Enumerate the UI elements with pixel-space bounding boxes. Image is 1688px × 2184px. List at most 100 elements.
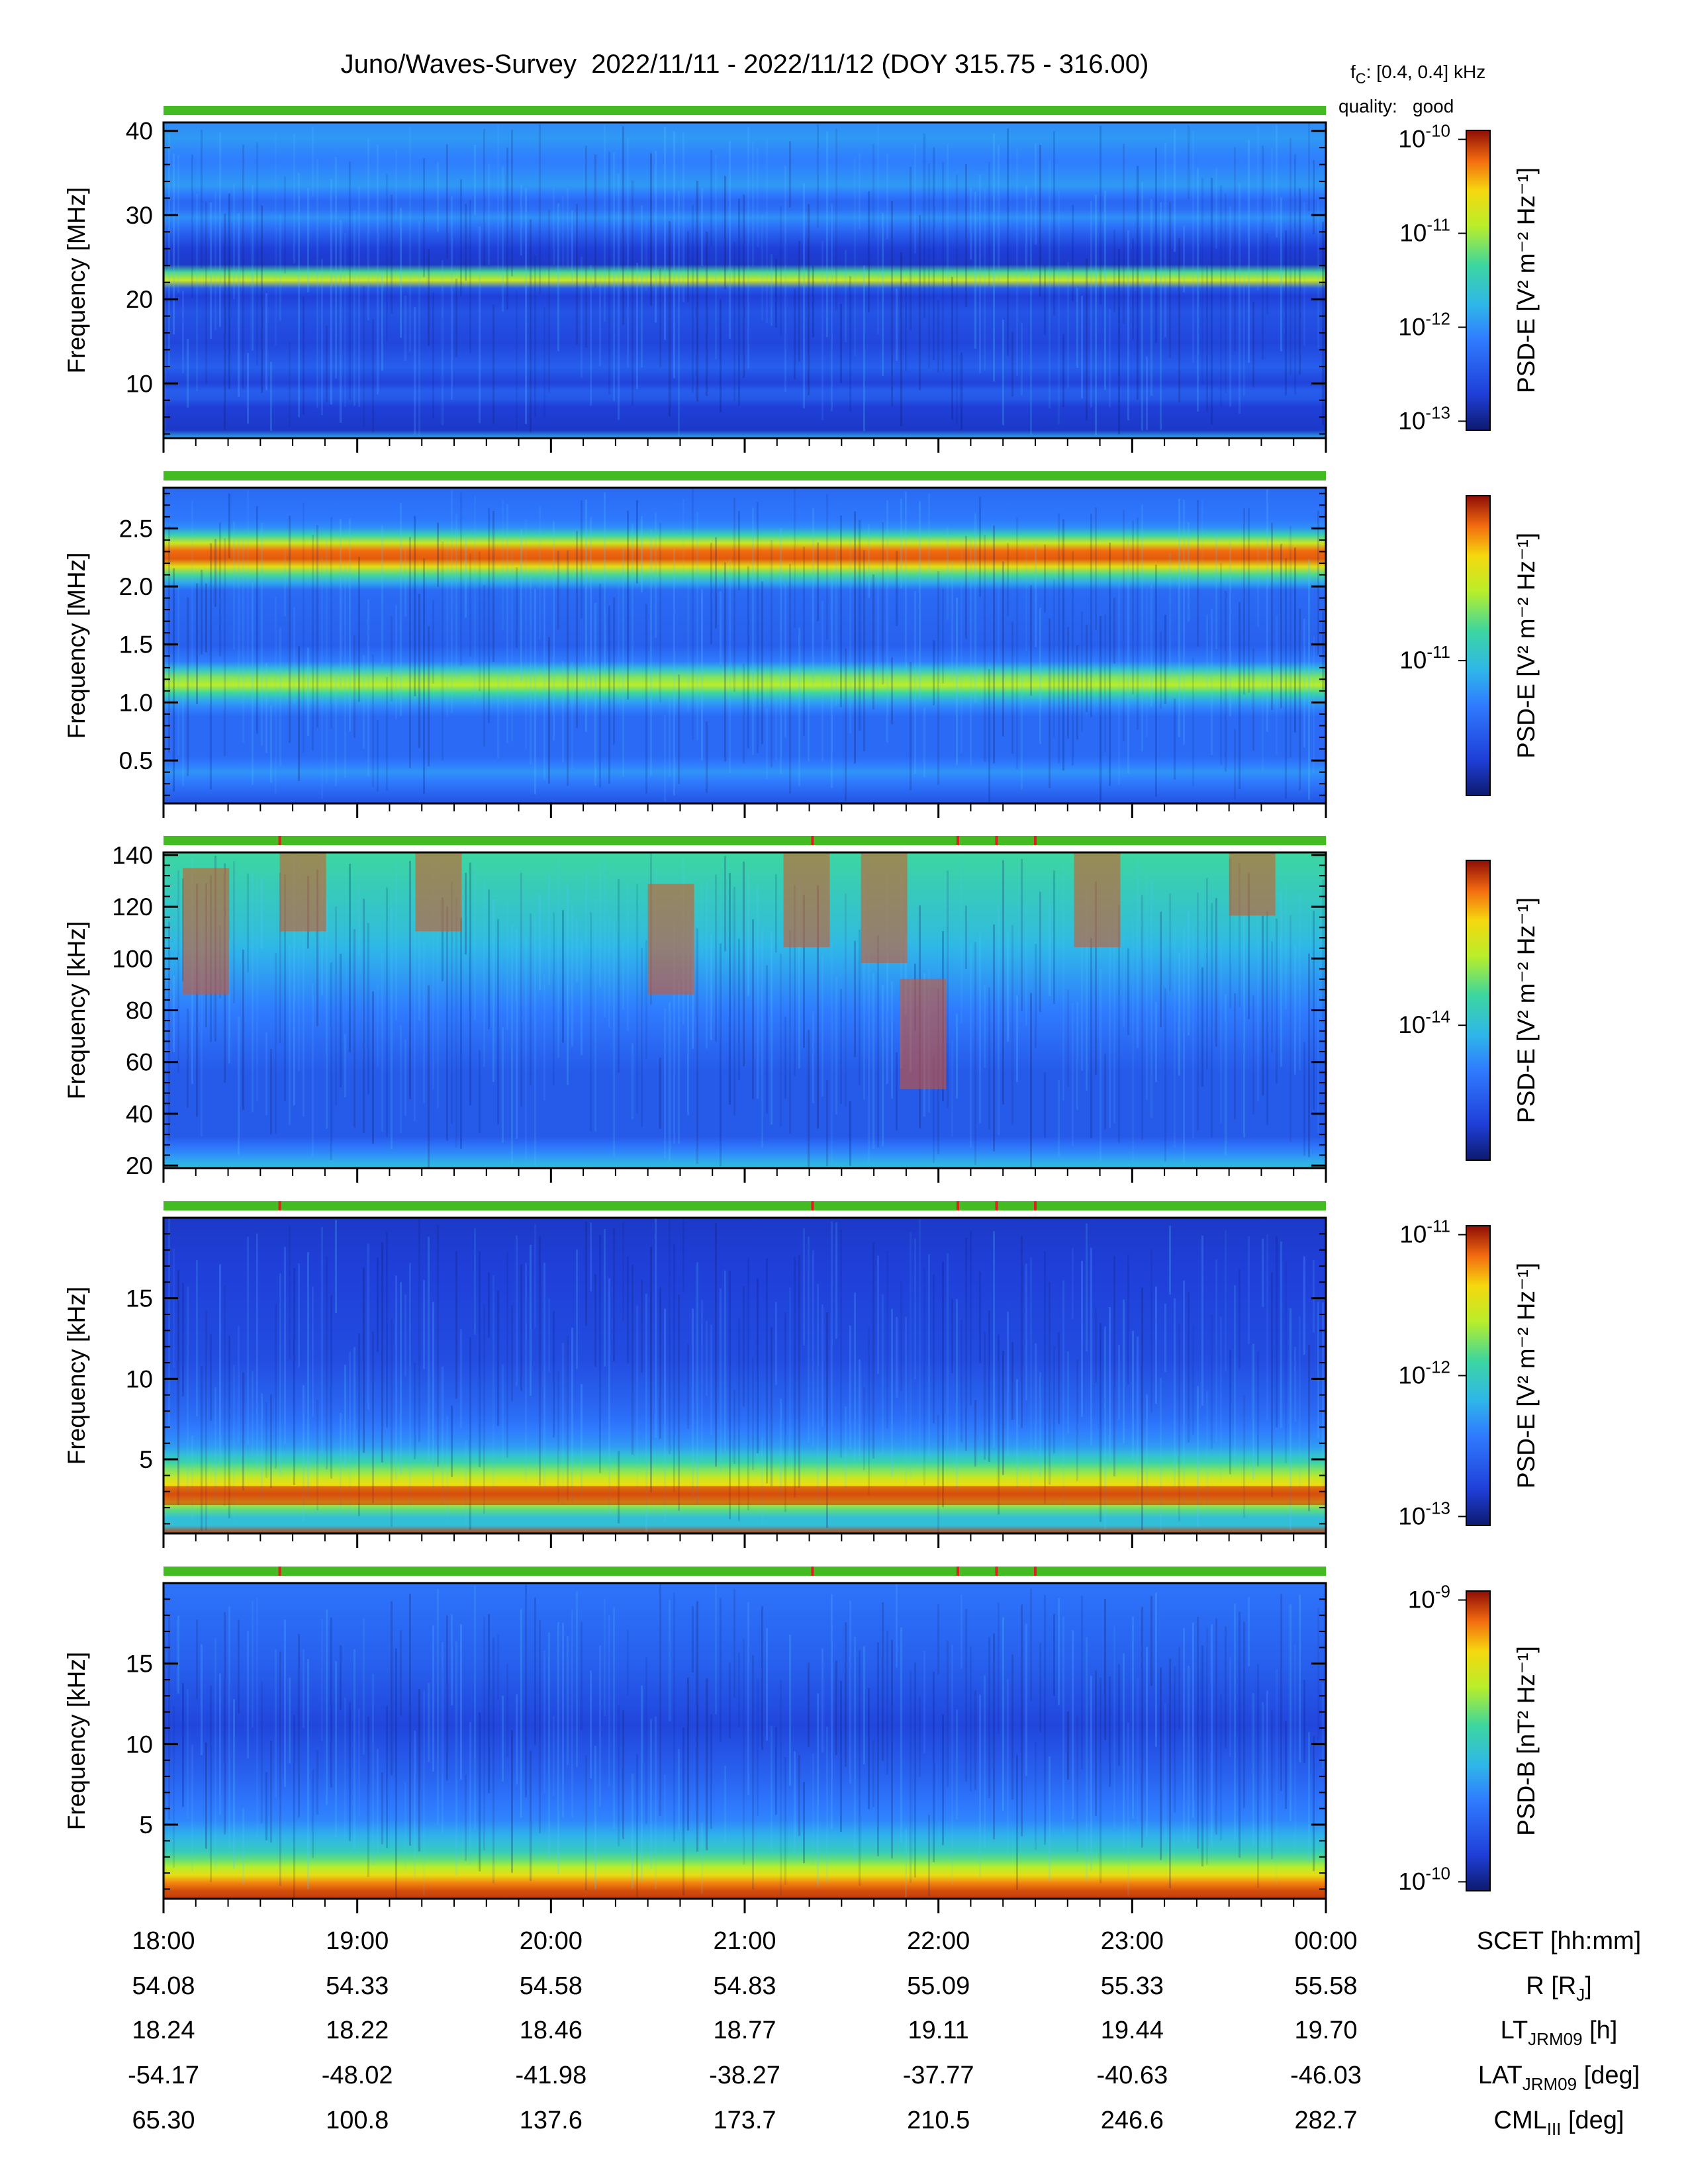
ephemeris-value: 18.46 xyxy=(520,2017,583,2044)
colorbar xyxy=(1466,1590,1491,1891)
y-tick-label: 20 xyxy=(126,1152,153,1179)
ephemeris-label: SCET [hh:mm] xyxy=(1477,1927,1641,1955)
spectrogram-image xyxy=(164,1583,1326,1899)
ephemeris-value: 282.7 xyxy=(1294,2107,1357,2134)
y-axis-label: Frequency [kHz] xyxy=(63,1652,90,1830)
ephemeris-value: 19.44 xyxy=(1101,2017,1164,2044)
ephemeris-label: LATJRM09 [deg] xyxy=(1478,2062,1640,2094)
ephemeris-value: 173.7 xyxy=(713,2107,776,2134)
ephemeris-value: 19:00 xyxy=(326,1927,389,1955)
spectrogram-texture xyxy=(164,853,1324,1168)
quality-bar xyxy=(164,836,1326,845)
panel-5: 5 10 15 Frequency [kHz] 10-9 10-10 PSD-B [nT² … xyxy=(63,1567,1540,1913)
emission-burst xyxy=(900,978,947,1089)
figure-title: Juno/Waves-Survey 2022/11/11 - 2022/11/1… xyxy=(341,50,1149,79)
panels-group: 10 20 30 40 Frequency [MHz] 10-10 10-11 10-12 10… xyxy=(63,106,1540,1913)
ephemeris-row-5: 65.30 100.8 137.6 173.7 210.5 246.6 282.7 CMLII… xyxy=(132,2107,1624,2139)
emission-burst xyxy=(861,852,908,963)
ephemeris-label: LTJRM09 [h] xyxy=(1501,2017,1618,2049)
y-tick-label: 15 xyxy=(126,1285,153,1312)
quality-flag xyxy=(1034,1567,1037,1576)
colorbar xyxy=(1466,130,1491,431)
y-tick-label: 80 xyxy=(126,997,153,1024)
y-tick-label: 20 xyxy=(126,286,153,313)
colorbar-tick-label: 10-14 xyxy=(1398,1007,1450,1038)
y-tick-label: 2.5 xyxy=(119,515,153,542)
fc-readout: fC: [0.4, 0.4] kHz xyxy=(1350,62,1485,87)
spectrogram-texture xyxy=(164,488,1324,802)
ephemeris-value: 19.11 xyxy=(908,2017,969,2044)
y-tick-label: 5 xyxy=(139,1811,153,1839)
colorbar xyxy=(1466,495,1491,796)
ephemeris-value: 54.33 xyxy=(326,1972,389,2000)
y-tick-label: 120 xyxy=(112,893,153,921)
spectrogram-image xyxy=(164,1218,1326,1533)
ephemeris-value: 55.09 xyxy=(907,1972,970,2000)
quality-flag xyxy=(1034,836,1037,845)
quality-bar xyxy=(164,106,1326,115)
panel-3: 20 40 60 80 100 120 140 Frequency [kHz] 10-14 PSD… xyxy=(63,836,1540,1183)
quality-flag xyxy=(956,1201,959,1210)
panel-4: 5 10 15 Frequency [kHz] 10-11 10-12 10-13 PSD-E… xyxy=(63,1201,1540,1548)
y-tick-label: 100 xyxy=(112,945,153,972)
colorbar-tick-label: 10-10 xyxy=(1398,121,1450,153)
quality-flag xyxy=(811,836,814,845)
quality-flag xyxy=(995,1567,998,1576)
ephemeris-value: 18.24 xyxy=(132,2017,195,2044)
quality-flag xyxy=(1034,1201,1037,1210)
ephemeris-value: -48.02 xyxy=(322,2062,393,2089)
quality-bar xyxy=(164,1567,1326,1576)
quality-bar xyxy=(164,471,1326,480)
ephemeris-value: -54.17 xyxy=(128,2062,199,2089)
quality-bar xyxy=(164,1201,1326,1210)
quality-value: good xyxy=(1413,96,1454,116)
y-tick-label: 60 xyxy=(126,1049,153,1076)
ephemeris-value: -46.03 xyxy=(1290,2062,1362,2089)
quality-flag xyxy=(995,836,998,845)
ephemeris-label: CMLIII [deg] xyxy=(1494,2107,1624,2139)
ephemeris-row-3: 18.24 18.22 18.46 18.77 19.11 19.44 19.70 LTJRM… xyxy=(132,2017,1617,2049)
ephemeris-value: 23:00 xyxy=(1101,1927,1164,1955)
ephemeris-value: 18.22 xyxy=(326,2017,389,2044)
colorbar-label: PSD-E [V² m⁻² Hz⁻¹] xyxy=(1513,533,1540,758)
ephemeris-value: 18:00 xyxy=(132,1927,195,1955)
colorbar-label: PSD-B [nT² Hz⁻¹] xyxy=(1513,1646,1540,1836)
emission-burst xyxy=(183,868,230,995)
quality-flag xyxy=(278,836,281,845)
ephemeris-value: 20:00 xyxy=(520,1927,583,1955)
colorbar-tick-label: 10-12 xyxy=(1398,1357,1450,1389)
colorbar-tick-label: 10-11 xyxy=(1399,642,1450,674)
ephemeris-table: 18:00 19:00 20:00 21:00 22:00 23:00 00:00 SCET … xyxy=(128,1927,1641,2139)
y-tick-label: 40 xyxy=(126,118,153,145)
ephemeris-value: -37.77 xyxy=(903,2062,974,2089)
ephemeris-value: 55.58 xyxy=(1294,1972,1357,2000)
ephemeris-value: 55.33 xyxy=(1101,1972,1164,2000)
y-axis-label: Frequency [MHz] xyxy=(63,187,90,374)
colorbar xyxy=(1466,860,1491,1161)
emission-burst xyxy=(647,884,694,995)
colorbar-tick-label: 10-9 xyxy=(1408,1582,1450,1614)
y-tick-label: 15 xyxy=(126,1651,153,1678)
quality-flag xyxy=(811,1567,814,1576)
colorbar-tick-label: 10-12 xyxy=(1398,308,1450,340)
colorbar-tick-label: 10-13 xyxy=(1398,1498,1450,1529)
ephemeris-value: 137.6 xyxy=(520,2107,583,2134)
ephemeris-value: -41.98 xyxy=(515,2062,586,2089)
ephemeris-value: 54.58 xyxy=(520,1972,583,2000)
ephemeris-value: 65.30 xyxy=(132,2107,195,2134)
emission-burst xyxy=(783,852,830,948)
ephemeris-value: 54.08 xyxy=(132,1972,195,2000)
y-tick-label: 0.5 xyxy=(119,747,153,774)
y-tick-label: 10 xyxy=(126,370,153,397)
y-tick-label: 10 xyxy=(126,1365,153,1392)
ephemeris-label: R [RJ] xyxy=(1526,1972,1592,2005)
y-tick-label: 1.5 xyxy=(119,631,153,659)
y-tick-label: 140 xyxy=(112,842,153,869)
colorbar-label: PSD-E [V² m⁻² Hz⁻¹] xyxy=(1513,897,1540,1123)
y-tick-label: 2.0 xyxy=(119,573,153,600)
quality-flag xyxy=(995,1201,998,1210)
ephemeris-value: 100.8 xyxy=(326,2107,389,2134)
emission-burst xyxy=(279,852,326,932)
ephemeris-value: -38.27 xyxy=(709,2062,780,2089)
spectrogram-image xyxy=(164,488,1326,803)
